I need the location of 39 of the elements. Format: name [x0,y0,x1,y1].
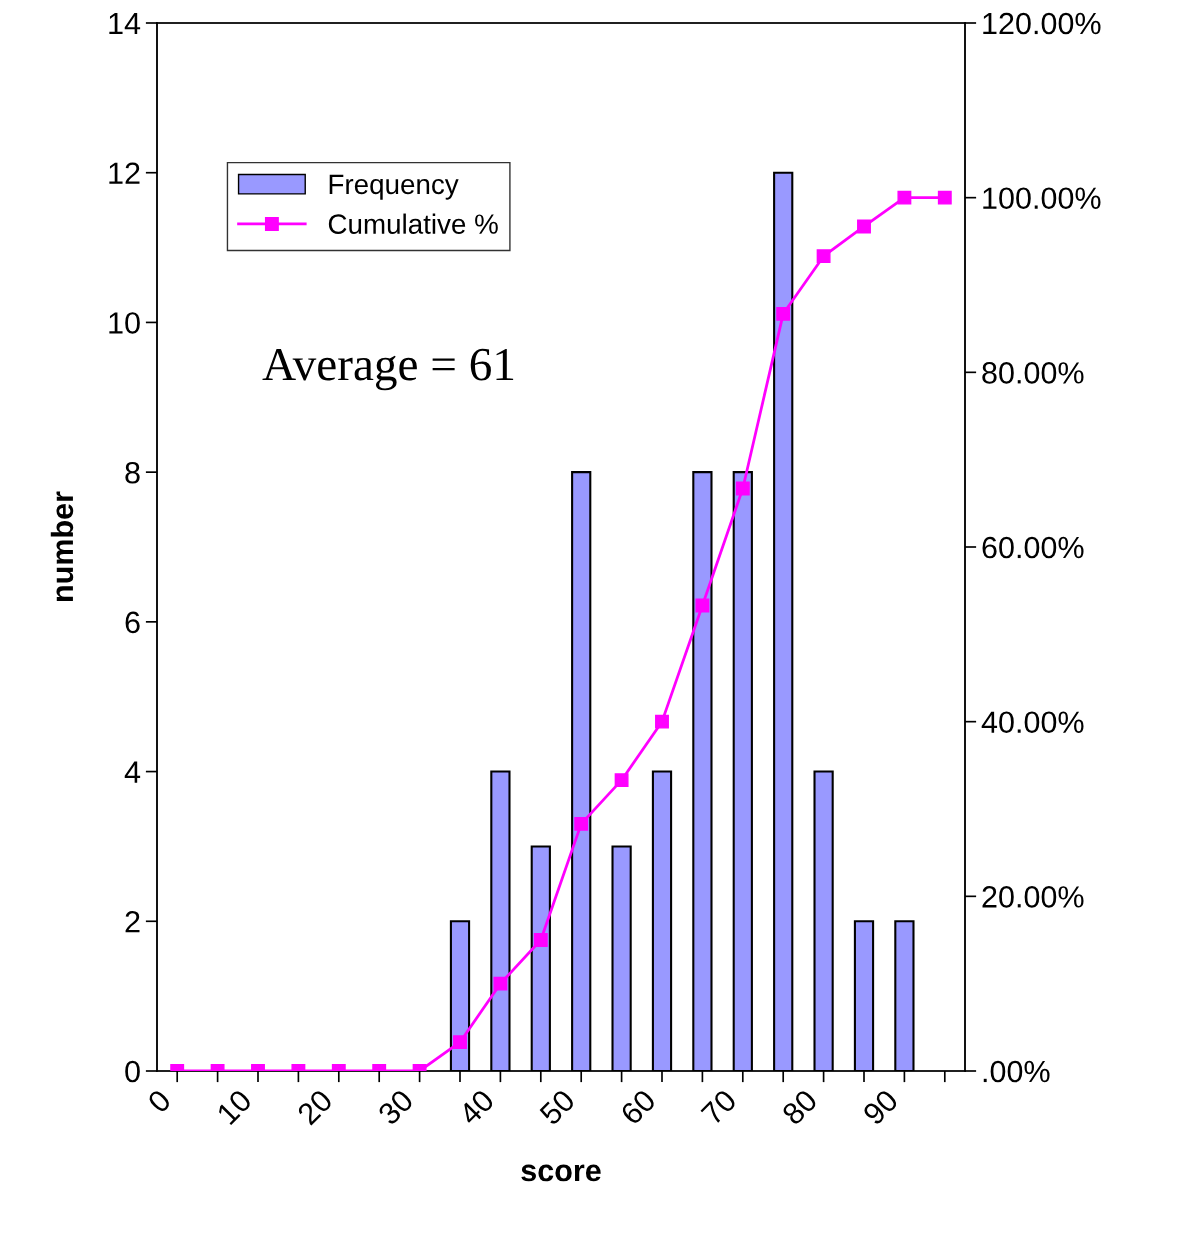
point [574,816,589,831]
point [897,190,912,205]
legend-label: Cumulative % [328,213,498,234]
x-axis-title: score [521,1164,601,1182]
y2-tick-label: 80.00% [982,362,1084,384]
x-tick-label: 10 [216,1088,253,1126]
x-tick-label: 60 [619,1088,657,1126]
y2-tick-label: .00% [983,1060,1050,1083]
point [857,219,871,234]
point [695,598,710,613]
y-tick-label: 0 [125,1060,140,1083]
x-tick-label: 90 [861,1088,900,1126]
annotation: Average = 61 [262,348,514,391]
point [655,714,669,729]
x-tick-label: 70 [700,1088,738,1126]
y-tick-label: 10 [109,312,140,334]
y-tick-label: 2 [125,911,140,933]
x-tick-label: 50 [538,1088,577,1127]
y-tick-label: 12 [109,162,140,184]
x-tick-label: 40 [457,1088,496,1127]
point [735,481,750,496]
legend-label: Frequency [329,174,459,200]
y2-tick-label: 40.00% [981,711,1084,734]
y2-tick-label: 60.00% [982,536,1084,559]
x-tick-label: 0 [146,1088,173,1115]
y2-tick-label: 120.00% [983,12,1101,35]
y-tick-label: 6 [125,611,140,634]
x-tick-label: 80 [780,1088,819,1126]
y2-tick-label: 100.00% [983,187,1101,210]
y-tick-label: 4 [124,761,141,783]
y-axis-title: number [50,491,74,602]
y-tick-label: 14 [109,13,141,35]
point [776,306,791,321]
y-tick-label: 8 [125,461,140,484]
point [937,190,952,205]
point [816,249,831,264]
x-tick-label: 20 [296,1088,334,1126]
x-tick-label: 30 [376,1088,415,1127]
y2-tick-label: 20.00% [982,886,1084,908]
